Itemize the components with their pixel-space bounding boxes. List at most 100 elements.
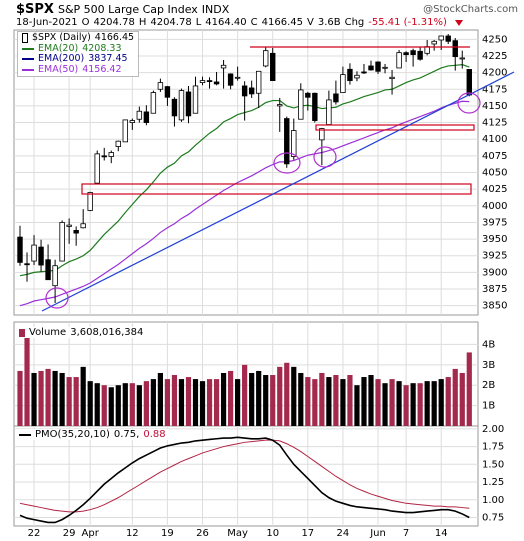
candle-body xyxy=(129,120,136,123)
quote-key: H xyxy=(138,17,147,28)
quote-key: C xyxy=(250,17,258,28)
touch-circle xyxy=(457,92,481,114)
y-tick-label: 1B xyxy=(482,401,495,412)
candle-body xyxy=(52,265,58,287)
y-tick-label: 1.50 xyxy=(482,459,504,470)
y-tick-label: 4000 xyxy=(482,201,507,212)
quote-value: -55.41 (-1.31%) xyxy=(368,17,447,28)
x-tick-label: 12 xyxy=(126,528,139,539)
y-tick-label: 2.00 xyxy=(482,424,504,435)
legend-entry: EMA(200) 3837.45 xyxy=(22,53,134,65)
candle-body xyxy=(94,153,100,184)
candle-body xyxy=(157,82,164,90)
price-clip xyxy=(17,33,472,307)
volume-bar xyxy=(263,375,269,426)
quote-value: 4204.78 xyxy=(93,17,135,28)
volume-bar xyxy=(185,377,192,426)
legend-swatch xyxy=(22,58,34,61)
signal-last: 0.88 xyxy=(143,429,166,440)
y-tick-label: 3B xyxy=(482,360,495,371)
candle-body xyxy=(438,35,444,41)
candle-body xyxy=(73,230,79,234)
volume-bar xyxy=(206,379,213,426)
x-tick-label: 14 xyxy=(435,528,448,539)
candle-body xyxy=(445,35,451,42)
y-tick-label: 3850 xyxy=(482,301,507,312)
volume-bar xyxy=(249,372,255,426)
ema-line xyxy=(19,100,470,307)
candle-body xyxy=(368,65,374,71)
candle-body xyxy=(199,80,206,84)
x-tick-label: 17 xyxy=(301,528,314,539)
volume-bar xyxy=(354,385,360,426)
volume-bar xyxy=(24,337,30,426)
volume-bar xyxy=(129,383,135,426)
touch-circle xyxy=(45,287,69,309)
candle-body xyxy=(185,91,192,117)
volume-bar xyxy=(122,383,128,426)
legend-entry: EMA(20) 4208.33 xyxy=(22,42,134,55)
volume-bar xyxy=(382,383,388,426)
candle-body xyxy=(291,130,297,157)
x-tick-label: May xyxy=(227,528,248,539)
candle-body xyxy=(319,128,325,141)
marks: 3850 3875 3900 3925 3950 3975 4000 4025 4050 4075… xyxy=(14,30,507,539)
pmo-title: PMO(35,20,10) 0.75, 0.88 xyxy=(16,429,169,440)
candle-body xyxy=(38,246,44,266)
candle-body xyxy=(45,259,51,281)
candle-body xyxy=(87,192,93,211)
volume-bar xyxy=(256,370,262,426)
x-tick-label: Apr xyxy=(82,528,100,539)
volume-bar xyxy=(368,375,374,426)
candle-body xyxy=(80,223,86,229)
legend-entry: $SPX (Daily) 4166.45 xyxy=(22,32,134,44)
candle-body xyxy=(178,90,185,121)
y-tick-label: 4025 xyxy=(482,184,507,195)
candle-body xyxy=(241,85,248,97)
y-tick-label: 3925 xyxy=(482,251,507,262)
volume-bar xyxy=(228,370,234,426)
candle-body xyxy=(284,118,290,165)
legend-name: EMA(20) xyxy=(38,42,79,54)
legend-value: 4208.33 xyxy=(82,42,122,54)
y-tick-label: 4200 xyxy=(482,68,507,79)
candle-body xyxy=(108,152,114,157)
y-tick-label: 0.75 xyxy=(482,512,504,523)
candle-body xyxy=(396,52,402,69)
x-tick-label: 7 xyxy=(403,528,409,539)
legend-name: EMA(50) xyxy=(38,63,79,75)
candle-body xyxy=(431,40,437,45)
candle-body xyxy=(164,86,171,98)
y-tick-label: 4175 xyxy=(482,84,507,95)
volume-bar xyxy=(284,362,290,426)
volume-bar xyxy=(452,368,458,426)
x-tick-label: 24 xyxy=(337,528,350,539)
pmo-line xyxy=(19,436,470,524)
volume-bar xyxy=(52,370,58,426)
y-tick-label: 4125 xyxy=(482,118,507,129)
gap-zone xyxy=(81,183,472,195)
x-tick-label: 26 xyxy=(196,528,209,539)
candle-body xyxy=(122,119,128,143)
candle-body xyxy=(115,140,121,147)
pmo-last: 0.75 xyxy=(113,429,137,440)
candle-body xyxy=(382,66,388,69)
y-tick-label: 4225 xyxy=(482,51,507,62)
volume-bar xyxy=(59,372,65,426)
volume-bar xyxy=(199,381,206,426)
volume-bar xyxy=(108,387,114,426)
touch-circle xyxy=(313,146,337,168)
candle-body xyxy=(17,236,23,263)
x-tick-label: 10 xyxy=(266,528,279,539)
candle-body xyxy=(270,52,276,82)
candle-body xyxy=(234,76,241,79)
candle-body xyxy=(410,50,416,56)
legend: $SPX (Daily) 4166.45 EMA(20) 4208.33 EMA(200… xyxy=(17,31,140,77)
candle-body xyxy=(326,99,332,125)
quote-key: O xyxy=(81,17,90,28)
volume-bar xyxy=(80,366,86,426)
pmo-line xyxy=(19,439,470,513)
candle-body xyxy=(333,93,339,103)
volume-bar xyxy=(17,370,23,426)
